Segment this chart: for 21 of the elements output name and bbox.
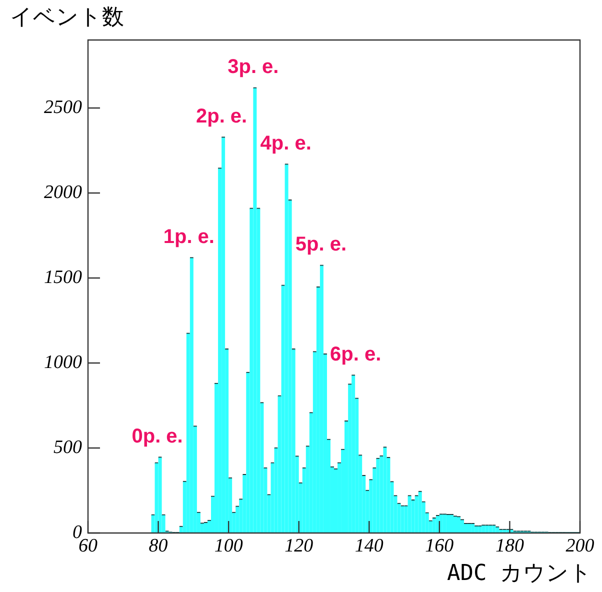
x-tick-label: 160 xyxy=(425,535,454,556)
x-tick-label: 180 xyxy=(495,535,524,556)
x-tick-label: 80 xyxy=(148,535,168,556)
annotation: 3p. e. xyxy=(228,56,279,78)
x-tick-label: 200 xyxy=(566,535,595,556)
x-tick-label: 120 xyxy=(284,535,314,556)
annotation: 5p. e. xyxy=(295,234,347,256)
annotation: 2p. e. xyxy=(196,105,248,128)
y-axis-title: イベント数 xyxy=(10,4,124,32)
y-tick-label: 500 xyxy=(54,437,82,458)
x-tick-label: 100 xyxy=(214,535,244,556)
annotation: 6p. e. xyxy=(330,343,382,366)
y-tick-label: 2500 xyxy=(44,97,82,118)
x-tick-label: 140 xyxy=(354,535,384,556)
annotation: 0p. e. xyxy=(132,426,183,448)
y-tick-label: 1000 xyxy=(44,352,82,373)
y-tick-label: 2000 xyxy=(44,182,82,203)
annotation: 1p. e. xyxy=(163,226,214,248)
annotation: 4p. e. xyxy=(260,132,312,154)
x-axis-title: ADC カウント xyxy=(447,560,592,588)
y-tick-label: 1500 xyxy=(44,267,82,288)
